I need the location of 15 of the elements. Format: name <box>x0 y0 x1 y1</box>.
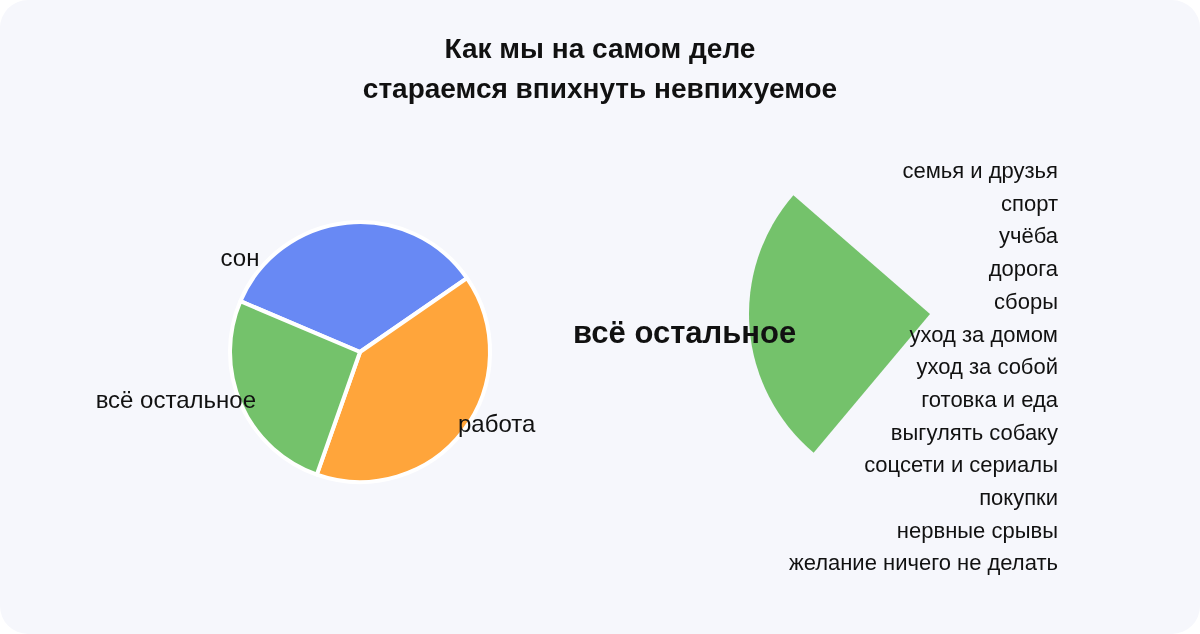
text: нервные срывы <box>896 517 1058 543</box>
text: спорт <box>1001 190 1058 216</box>
text: соцсети и сериалы <box>864 452 1058 478</box>
text: Как мы на самом деле стараемся впихнуть невпихуемое <box>362 33 838 104</box>
slice-label: сон <box>220 244 260 271</box>
text: уход за собой <box>916 354 1058 380</box>
text: семья и друзья <box>902 158 1058 183</box>
text: выгулять собаку <box>890 419 1058 445</box>
text: готовка и еда <box>921 386 1059 412</box>
text: сборы <box>994 288 1058 314</box>
text: дорога <box>988 256 1059 282</box>
text: покупки <box>979 485 1058 510</box>
text: желание ничего не делать <box>788 550 1058 576</box>
text: учёба <box>998 223 1059 249</box>
text: уход за домом <box>909 321 1058 347</box>
